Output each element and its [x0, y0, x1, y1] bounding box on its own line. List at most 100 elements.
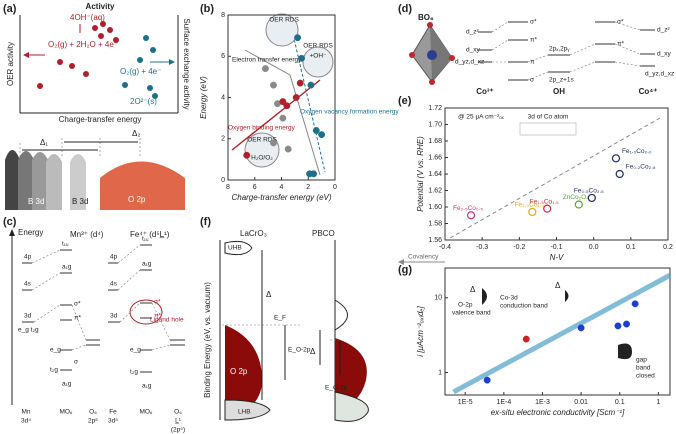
column-label: L̲¹: [175, 418, 182, 425]
band-label: Δ₁: [40, 138, 48, 147]
annotation: conduction band: [500, 303, 548, 310]
orbital-label: π*: [74, 315, 81, 322]
levels: [478, 21, 655, 81]
band: [224, 240, 253, 256]
panel-title: PBCO: [312, 229, 335, 238]
data-point: [270, 139, 277, 147]
orbital-label: 4s: [24, 281, 32, 288]
y-tick-label: 1.66: [428, 154, 442, 161]
orbital-label: σ: [530, 77, 534, 84]
y-tick-label: 6: [221, 53, 225, 60]
orbital-label: d_yz,d_xz: [455, 59, 484, 66]
x-tick-label: 1E-3: [535, 399, 550, 406]
annotation: OER RDS: [247, 137, 277, 144]
annotation: E_O-2p: [288, 347, 311, 354]
orbital-label: a₁g: [142, 383, 152, 390]
y-tick-label: 1.56: [428, 237, 442, 244]
x-tick-label: 0.0: [589, 244, 599, 251]
annotation: Δ: [266, 290, 272, 299]
y-tick-label: 0: [221, 177, 225, 184]
column-label: Co³⁺: [476, 87, 494, 96]
y-tick-label: 1.70: [428, 121, 442, 128]
trend-line: [449, 117, 661, 239]
point-label: Fe₁.₀Co₂.₀: [622, 148, 652, 155]
band-icon: [482, 288, 487, 305]
panel-label: (d): [398, 3, 412, 15]
reaction: O₂(g) + 2H₂O + 4e⁻: [48, 40, 118, 49]
x-tick-label: -0.4: [439, 244, 451, 251]
axis-label: Surface exchange activity: [182, 18, 191, 109]
y-tick-label: 10: [434, 295, 442, 302]
arrowhead: [9, 229, 15, 236]
data-point: [284, 145, 292, 153]
band-label: O 2p: [128, 195, 146, 204]
orbital-label: π: [530, 59, 535, 66]
y-tick-label: 1.62: [428, 187, 442, 194]
panel-label: (a): [3, 3, 17, 15]
column-label: 2p⁶: [88, 418, 98, 425]
point-label: ZnCo₂O₄: [563, 194, 589, 201]
orbital-label: d_z²: [657, 27, 670, 34]
data-point: [528, 207, 537, 217]
panel-label: (b): [200, 3, 214, 15]
data-point: [292, 94, 300, 101]
band: [5, 150, 20, 210]
ligand-hole-circle: [129, 299, 163, 325]
annotation: 3d of Co atom: [528, 114, 569, 121]
y-tick-label: 1.58: [428, 220, 442, 227]
data-point: [615, 169, 624, 179]
panel-label: (e): [398, 95, 412, 107]
data-point: [298, 54, 306, 62]
orbital-label: 3d: [110, 313, 118, 320]
x-tick-label: -0.3: [476, 244, 488, 251]
atom: [449, 55, 455, 61]
levels: [22, 244, 185, 373]
orbital-label: a₁g: [62, 264, 72, 271]
data-point: [611, 154, 621, 163]
arrowhead: [398, 259, 404, 265]
x-tick-label: 6: [253, 184, 257, 191]
data-point: [587, 193, 596, 203]
data-point: [283, 102, 291, 110]
data-point: [522, 335, 530, 343]
orbital-label: 2pₓ,2pᵧ: [549, 46, 570, 53]
data-point: [312, 127, 320, 134]
band-label: LHB: [238, 409, 251, 416]
octahedron-face: [430, 25, 452, 82]
data-point: [279, 114, 287, 122]
orbital-label: 4s: [110, 281, 118, 288]
x-tick-label: 1: [656, 399, 660, 406]
annotation: Oxygen vacancy formation energy: [300, 109, 399, 116]
reaction: 2O²⁻(s): [130, 97, 157, 106]
x-tick-label: 0: [333, 184, 337, 191]
x-tick-label: 1E-5: [458, 399, 473, 406]
band: [335, 338, 367, 410]
annotation: Δ: [310, 347, 316, 356]
band: [334, 299, 348, 331]
plot-frame: [444, 267, 671, 396]
activity-dots: [37, 21, 119, 89]
data-point: [243, 151, 251, 159]
column-label: Mn: [21, 409, 30, 416]
panel-c: Energy Mn³⁺ (d⁴) Fe⁴⁺ (d⁵L̲¹) Ligand hol…: [9, 228, 185, 434]
trend-line: [231, 79, 321, 151]
x-tick-label: 0.2: [663, 244, 673, 251]
x-axis-label: ex-situ electronic conductivity [Scm⁻¹]: [491, 408, 625, 417]
column-label: 3d⁵: [108, 418, 118, 425]
atom: [427, 50, 437, 60]
annotation: H₂O/O₂: [251, 155, 273, 162]
annotation: Oxygen binding energy: [228, 125, 296, 132]
orbital-label: t₁ᵤ: [142, 236, 149, 243]
x-tick-label: 1E-4: [496, 399, 511, 406]
annotation: OER RDS: [269, 17, 299, 24]
orbital-label: t₂g: [50, 367, 58, 374]
orbital-label: π*: [617, 41, 624, 48]
orbital-label: 4p: [110, 254, 118, 261]
arrowhead: [169, 59, 175, 65]
column-label: Fe: [109, 409, 117, 416]
band-icon: [618, 343, 632, 360]
panel-label: (c): [3, 216, 17, 228]
annotation: Covalency: [408, 254, 439, 261]
fit-line: [452, 273, 672, 395]
data-point: [543, 204, 552, 213]
